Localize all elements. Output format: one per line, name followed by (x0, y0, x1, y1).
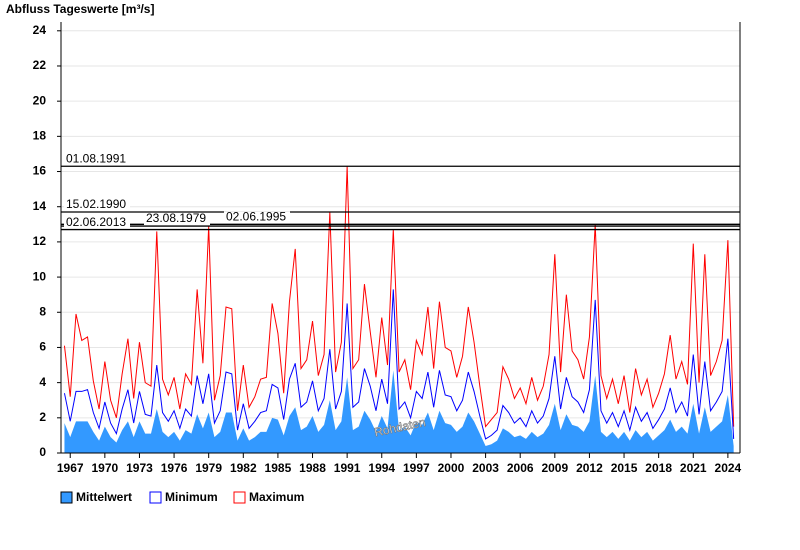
legend-label: Minimum (165, 490, 218, 504)
y-tick-label: 22 (33, 58, 47, 72)
legend-swatch (233, 491, 246, 504)
chart-title: Abfluss Tageswerte [m³/s] (6, 2, 154, 16)
legend-item: Maximum (233, 490, 304, 504)
legend-item: Minimum (149, 490, 218, 504)
reference-label: 01.08.1991 (66, 151, 126, 165)
x-tick-label: 1991 (334, 461, 361, 475)
legend-swatch (60, 491, 73, 504)
y-tick-label: 8 (39, 304, 46, 318)
reference-label: 15.02.1990 (66, 197, 126, 211)
y-tick-label: 12 (33, 234, 47, 248)
x-tick-label: 1976 (161, 461, 188, 475)
x-tick-label: 1997 (403, 461, 430, 475)
label-bg (64, 216, 130, 229)
x-tick-label: 2024 (715, 461, 742, 475)
reference-label: 02.06.2013 (66, 215, 126, 229)
legend-label: Maximum (249, 490, 304, 504)
legend-item: Mittelwert (60, 490, 132, 504)
x-tick-label: 1970 (91, 461, 118, 475)
y-tick-label: 0 (39, 445, 46, 459)
x-tick-label: 2012 (576, 461, 603, 475)
x-tick-label: 2009 (541, 461, 568, 475)
x-tick-label: 2003 (472, 461, 499, 475)
series-line (63, 166, 735, 428)
label-bg (144, 213, 210, 226)
series-line (63, 289, 735, 440)
mean-area (64, 370, 734, 453)
y-tick-label: 16 (33, 164, 47, 178)
legend-label: Mittelwert (76, 490, 132, 504)
x-tick-label: 2018 (645, 461, 672, 475)
y-tick-label: 20 (33, 93, 47, 107)
reference-label: 23.08.1979 (146, 211, 206, 225)
x-tick-label: 2015 (611, 461, 638, 475)
x-tick-label: 2006 (507, 461, 534, 475)
x-tick-label: 1973 (126, 461, 153, 475)
y-tick-label: 2 (39, 410, 46, 424)
y-tick-label: 18 (33, 129, 47, 143)
label-bg (64, 198, 130, 211)
y-tick-label: 24 (33, 23, 47, 37)
label-bg (64, 153, 130, 166)
legend-swatch (149, 491, 162, 504)
x-tick-label: 1982 (230, 461, 257, 475)
x-tick-label: 1979 (195, 461, 222, 475)
x-tick-label: 1967 (57, 461, 84, 475)
y-tick-label: 14 (33, 199, 47, 213)
x-tick-label: 1994 (368, 461, 395, 475)
x-tick-label: 1985 (265, 461, 292, 475)
label-bg (224, 211, 290, 224)
reference-label: 02.06.1995 (226, 209, 286, 223)
x-tick-label: 2021 (680, 461, 707, 475)
y-tick-label: 4 (39, 375, 46, 389)
x-tick-label: 1988 (299, 461, 326, 475)
y-tick-label: 10 (33, 269, 47, 283)
x-tick-label: 2000 (438, 461, 465, 475)
y-tick-label: 6 (39, 340, 46, 354)
